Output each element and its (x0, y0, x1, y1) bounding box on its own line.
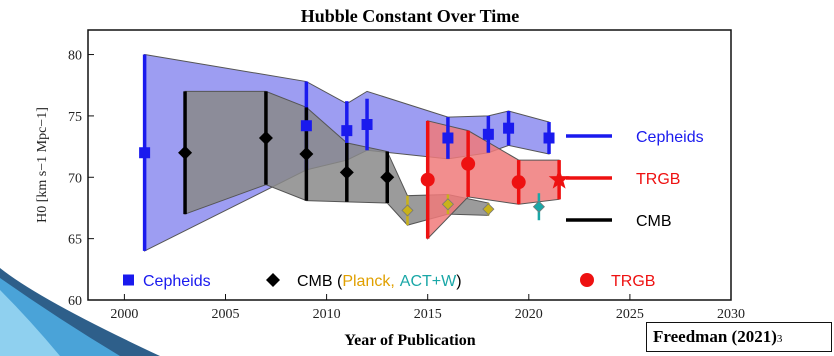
slide-number: 3 (776, 333, 783, 345)
x-tick-label-2030: 2030 (717, 307, 745, 322)
legend-planck-label: Planck, (342, 273, 394, 290)
point-planck-2 (482, 203, 495, 216)
legend-trgb-marker (580, 273, 594, 287)
point-cepheids-1 (300, 120, 312, 132)
point-cmb-4 (380, 170, 395, 185)
y-tick-label-70: 70 (68, 171, 82, 186)
point-cepheids-4 (442, 132, 454, 144)
y-tick-label-60: 60 (68, 294, 82, 309)
point-cepheids-3 (361, 119, 373, 130)
x-tick-label-2020: 2020 (515, 307, 543, 322)
legend-cmb-suffix: ) (456, 273, 461, 290)
point-act-w-0 (532, 200, 545, 213)
legend-cmb-marker (266, 273, 280, 287)
legend-right: Cepheids TRGB CMB (566, 129, 704, 230)
legend-label-cepheids: Cepheids (636, 129, 704, 146)
y-tick-label-80: 80 (68, 49, 82, 64)
x-tick-label-2005: 2005 (211, 307, 239, 322)
point-cepheids-2 (341, 125, 353, 137)
x-tick-label-2025: 2025 (616, 307, 644, 322)
x-tick-label-2000: 2000 (110, 307, 138, 322)
x-tick-label-2010: 2010 (313, 307, 341, 322)
legend-bottom: Cepheids CMB (Planck, ACT+W) TRGB (123, 273, 655, 290)
x-axis-label: Year of Publication (344, 332, 475, 349)
point-planck-1 (441, 198, 454, 211)
legend-actw-label: ACT+W (400, 273, 457, 290)
legend-cepheids-marker (123, 274, 134, 286)
chart-title: Hubble Constant Over Time (301, 6, 520, 26)
point-cmb-3 (339, 165, 354, 180)
point-cepheids-7 (543, 132, 555, 144)
credit-text: Freedman (2021) (653, 327, 777, 346)
y-axis-label: H0 [km s−1 Mpc−1] (35, 107, 50, 223)
legend-trgb-label: TRGB (611, 273, 655, 290)
legend-label-cmb: CMB (636, 213, 672, 230)
point-trgb-0 (420, 172, 435, 187)
legend-label-trgb: TRGB (636, 171, 680, 188)
point-cmb-1 (258, 131, 273, 145)
y-axis-ticks: 60 65 70 75 80 (68, 49, 94, 309)
point-cmb-0 (178, 145, 193, 160)
data-markers (139, 119, 570, 217)
credit-box: Freedman (2021)3 (646, 322, 832, 352)
legend-cmb-label: CMB (Planck, ACT+W) (297, 273, 462, 290)
point-cmb-2 (299, 146, 314, 161)
x-tick-label-2015: 2015 (414, 307, 442, 322)
uncertainty-bands (144, 53, 560, 252)
point-planck-0 (401, 204, 414, 217)
y-tick-label-65: 65 (68, 233, 82, 248)
point-cepheids-6 (503, 122, 515, 134)
point-cepheids-5 (482, 128, 494, 140)
point-trgb-2 (511, 175, 526, 190)
x-axis-ticks: 2000 2005 2010 2015 2020 2025 2030 (110, 294, 745, 322)
point-cepheids-0 (139, 147, 151, 159)
point-trgb-1 (461, 156, 476, 171)
plot-frame (87, 29, 732, 301)
y-tick-label-75: 75 (68, 110, 82, 125)
legend-cmb-prefix: CMB ( (297, 273, 343, 290)
legend-cepheids-label: Cepheids (143, 273, 211, 290)
point-trgb-freedman-2021-0 (548, 168, 570, 189)
